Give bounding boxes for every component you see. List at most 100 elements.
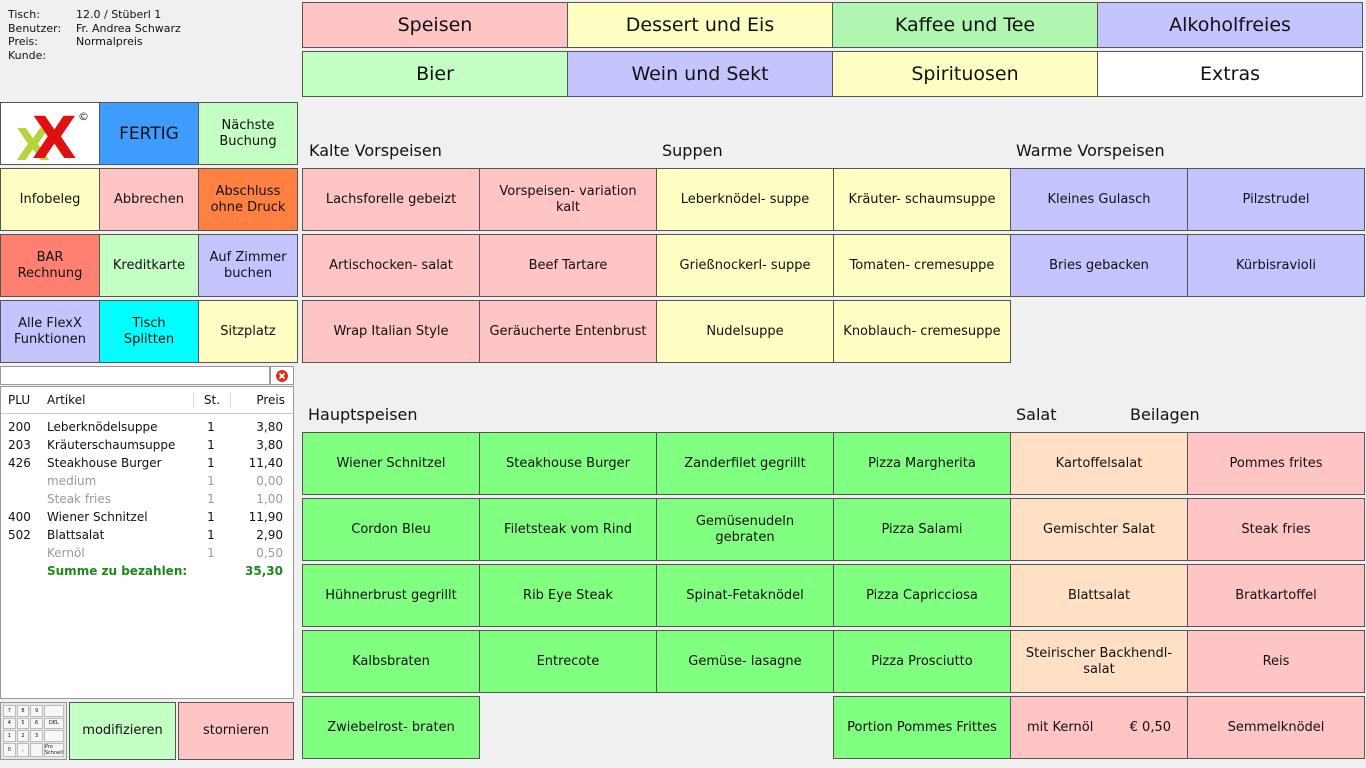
item-kartoffelsalat[interactable]: Kartoffelsalat: [1010, 432, 1188, 495]
category-extras[interactable]: Extras: [1097, 51, 1363, 97]
info-label: Benutzer:: [8, 21, 62, 35]
item-entenbrust[interactable]: Geräucherte Entenbrust: [479, 300, 657, 363]
sitzplatz-button[interactable]: Sitzplatz: [198, 300, 298, 363]
table-row[interactable]: Steak fries 1 1,00: [1, 490, 293, 508]
numpad-key[interactable]: 4: [3, 717, 16, 730]
item-filetsteak[interactable]: Filetsteak vom Rind: [479, 498, 657, 561]
item-zwiebelrostbraten[interactable]: Zwiebelrost- braten: [302, 696, 480, 759]
numpad-key[interactable]: DEL: [43, 717, 64, 730]
item-portion-pommes-frittes[interactable]: Portion Pommes Frittes: [833, 696, 1011, 759]
numpad[interactable]: 7 8 9 4 5 6 DEL 1 2 3 0 , Pro Schnell: [0, 702, 67, 760]
item-steakhouse-burger[interactable]: Steakhouse Burger: [479, 432, 657, 495]
numpad-key[interactable]: 9: [30, 705, 43, 717]
col-preis: Preis: [256, 393, 285, 407]
bar-rechnung-button[interactable]: BAR Rechnung: [0, 234, 100, 297]
item-beef-tartare[interactable]: Beef Tartare: [479, 234, 657, 297]
item-pizza-capricciosa[interactable]: Pizza Capricciosa: [833, 564, 1011, 627]
kreditkarte-button[interactable]: Kreditkarte: [99, 234, 199, 297]
tisch-splitten-button[interactable]: Tisch Splitten: [99, 300, 199, 363]
table-row[interactable]: 200 Leberknödelsuppe 1 3,80: [1, 418, 293, 436]
item-mit-kernoel[interactable]: mit Kernöl € 0,50: [1010, 696, 1188, 759]
item-gemuesenudeln[interactable]: Gemüsenudeln gebraten: [656, 498, 834, 561]
item-wrap-italian-style[interactable]: Wrap Italian Style: [302, 300, 480, 363]
numpad-key[interactable]: 3: [30, 730, 43, 742]
item-kraeuterschaumsuppe[interactable]: Kräuter- schaumsuppe: [833, 168, 1011, 231]
logo-copyright: ©: [78, 110, 89, 123]
numpad-key[interactable]: 1: [3, 730, 16, 742]
clear-search-button[interactable]: [270, 366, 294, 385]
table-row[interactable]: 400 Wiener Schnitzel 1 11,90: [1, 508, 293, 526]
item-backhendlsalat[interactable]: Steirischer Backhendl- salat: [1010, 630, 1188, 693]
naechste-buchung-button[interactable]: Nächste Buchung: [198, 102, 298, 165]
item-kuerbisravioli[interactable]: Kürbisravioli: [1187, 234, 1365, 297]
numpad-key[interactable]: ,: [16, 743, 30, 757]
row-artikel: Leberknödelsuppe: [47, 420, 158, 434]
abschluss-ohne-druck-button[interactable]: Abschluss ohne Druck: [198, 168, 298, 231]
item-pizza-margherita[interactable]: Pizza Margherita: [833, 432, 1011, 495]
item-steak-fries[interactable]: Steak fries: [1187, 498, 1365, 561]
item-lachsforelle[interactable]: Lachsforelle gebeizt: [302, 168, 480, 231]
item-semmelknoedel[interactable]: Semmelknödel: [1187, 696, 1365, 759]
item-blattsalat[interactable]: Blattsalat: [1010, 564, 1188, 627]
item-pommes-frites[interactable]: Pommes frites: [1187, 432, 1365, 495]
numpad-key[interactable]: 2: [16, 730, 30, 742]
stornieren-button[interactable]: stornieren: [178, 702, 294, 760]
row-preis: 1,00: [256, 492, 283, 506]
item-entrecote[interactable]: Entrecote: [479, 630, 657, 693]
table-row[interactable]: medium 1 0,00: [1, 472, 293, 490]
fertig-button[interactable]: FERTIG: [99, 102, 199, 165]
item-spinat-fetaknoedel[interactable]: Spinat-Fetaknödel: [656, 564, 834, 627]
table-row[interactable]: 502 Blattsalat 1 2,90: [1, 526, 293, 544]
item-zanderfilet[interactable]: Zanderfilet gegrillt: [656, 432, 834, 495]
item-huehnerbrust[interactable]: Hühnerbrust gegrillt: [302, 564, 480, 627]
abbrechen-button[interactable]: Abbrechen: [99, 168, 199, 231]
item-artischockensalat[interactable]: Artischocken- salat: [302, 234, 480, 297]
category-alkoholfrei[interactable]: Alkoholfreies: [1097, 2, 1363, 48]
item-vorspeisen-variation[interactable]: Vorspeisen- variation kalt: [479, 168, 657, 231]
numpad-key[interactable]: Pro Schnell: [43, 743, 64, 757]
item-nudelsuppe[interactable]: Nudelsuppe: [656, 300, 834, 363]
item-rib-eye-steak[interactable]: Rib Eye Steak: [479, 564, 657, 627]
category-speisen[interactable]: Speisen: [302, 2, 568, 48]
category-kaffee[interactable]: Kaffee und Tee: [832, 2, 1098, 48]
item-bries-gebacken[interactable]: Bries gebacken: [1010, 234, 1188, 297]
modifizieren-button[interactable]: modifizieren: [69, 702, 176, 760]
category-bier[interactable]: Bier: [302, 51, 568, 97]
infobeleg-button[interactable]: Infobeleg: [0, 168, 100, 231]
item-bratkartoffel[interactable]: Bratkartoffel: [1187, 564, 1365, 627]
numpad-key[interactable]: [30, 743, 43, 757]
item-griessnockerlsuppe[interactable]: Grießnockerl- suppe: [656, 234, 834, 297]
item-reis[interactable]: Reis: [1187, 630, 1365, 693]
numpad-key[interactable]: 7: [3, 705, 16, 717]
numpad-key[interactable]: 0: [3, 743, 16, 757]
row-preis: 3,80: [256, 420, 283, 434]
numpad-key[interactable]: [43, 705, 64, 717]
table-row[interactable]: Kernöl 1 0,50: [1, 544, 293, 562]
order-list[interactable]: PLU Artikel St. Preis 200 Leberknödelsupp…: [0, 386, 294, 699]
category-spirituosen[interactable]: Spirituosen: [832, 51, 1098, 97]
search-input[interactable]: [0, 366, 270, 385]
table-row[interactable]: 203 Kräuterschaumsuppe 1 3,80: [1, 436, 293, 454]
item-leberknoedelsuppe[interactable]: Leberknödel- suppe: [656, 168, 834, 231]
alle-flexx-funktionen-button[interactable]: Alle FlexX Funktionen: [0, 300, 100, 363]
item-tomatencremesuppe[interactable]: Tomaten- cremesuppe: [833, 234, 1011, 297]
item-gemueselasagne[interactable]: Gemüse- lasagne: [656, 630, 834, 693]
item-pilzstrudel[interactable]: Pilzstrudel: [1187, 168, 1365, 231]
numpad-key[interactable]: 6: [30, 717, 43, 730]
numpad-key[interactable]: 8: [16, 705, 30, 717]
item-pizza-salami[interactable]: Pizza Salami: [833, 498, 1011, 561]
item-gemischter-salat[interactable]: Gemischter Salat: [1010, 498, 1188, 561]
item-pizza-prosciutto[interactable]: Pizza Prosciutto: [833, 630, 1011, 693]
item-kleines-gulasch[interactable]: Kleines Gulasch: [1010, 168, 1188, 231]
table-row[interactable]: 426 Steakhouse Burger 1 11,40: [1, 454, 293, 472]
item-wiener-schnitzel[interactable]: Wiener Schnitzel: [302, 432, 480, 495]
numpad-key[interactable]: 5: [16, 717, 30, 730]
numpad-key[interactable]: [43, 730, 64, 742]
category-wein[interactable]: Wein und Sekt: [567, 51, 833, 97]
item-cordon-bleu[interactable]: Cordon Bleu: [302, 498, 480, 561]
auf-zimmer-buchen-button[interactable]: Auf Zimmer buchen: [198, 234, 298, 297]
category-dessert[interactable]: Dessert und Eis: [567, 2, 833, 48]
item-kalbsbraten[interactable]: Kalbsbraten: [302, 630, 480, 693]
col-artikel: Artikel: [47, 393, 194, 407]
item-knoblauchcremesuppe[interactable]: Knoblauch- cremesuppe: [833, 300, 1011, 363]
